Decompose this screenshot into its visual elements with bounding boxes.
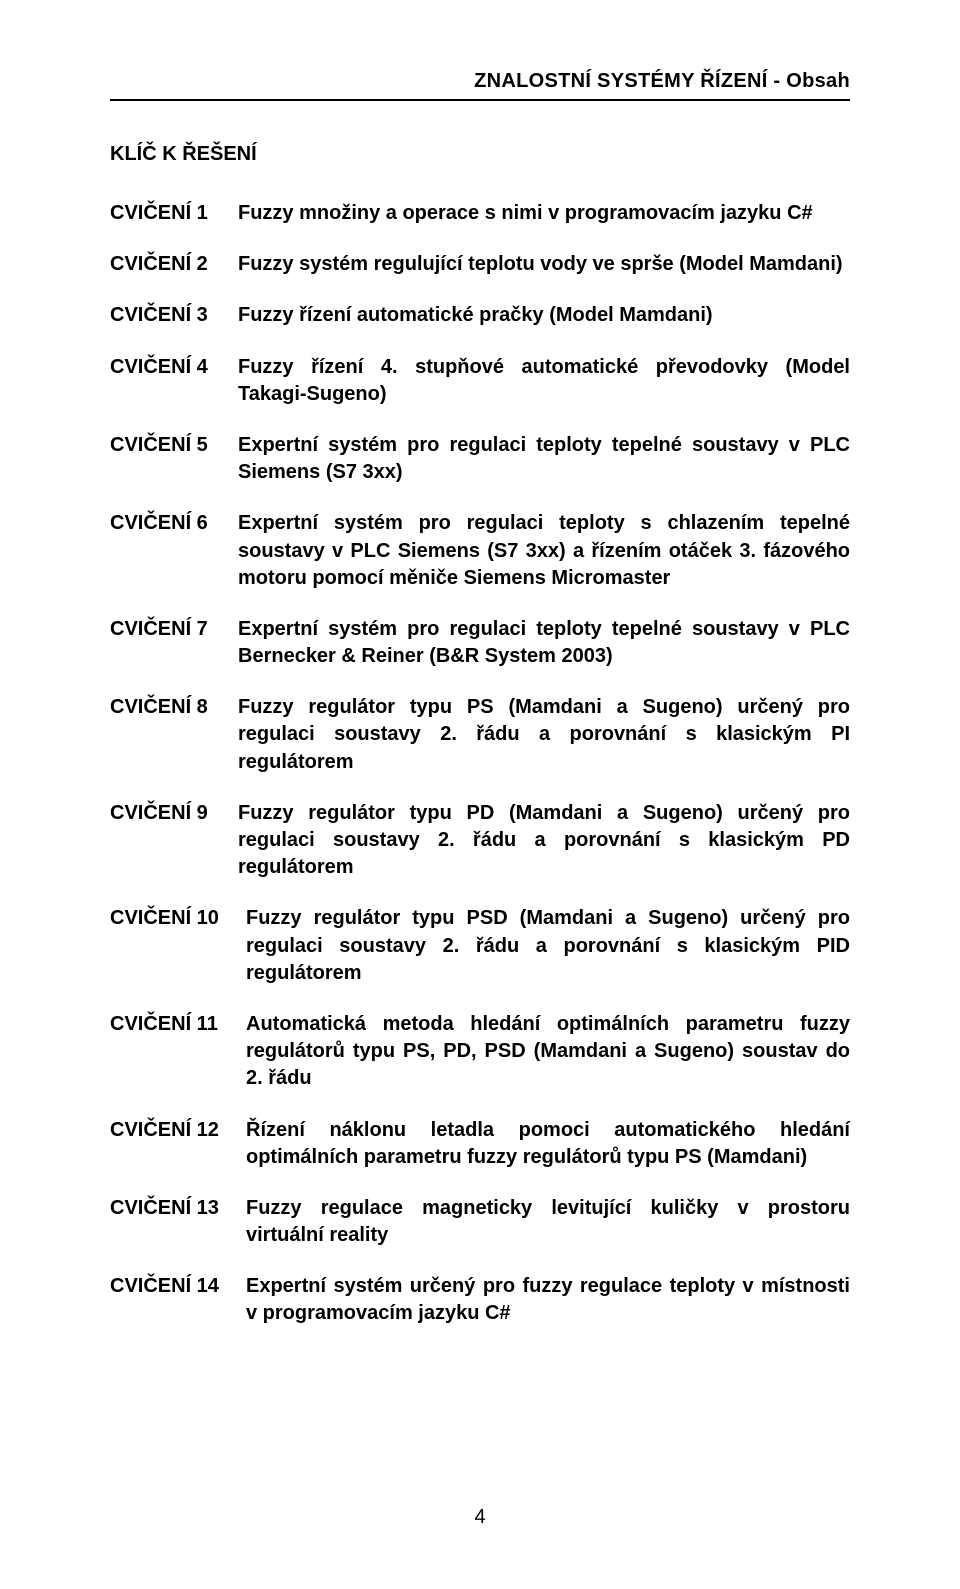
toc-entry-description: Fuzzy regulace magneticky levitující kul… <box>246 1195 850 1249</box>
toc-entry-description: Fuzzy množiny a operace s nimi v program… <box>238 200 850 227</box>
toc-entry-description: Fuzzy regulátor typu PD (Mamdani a Sugen… <box>238 800 850 882</box>
toc-entry-description: Řízení náklonu letadla pomoci automatick… <box>246 1117 850 1171</box>
toc-entry: CVIČENÍ 11Automatická metoda hledání opt… <box>110 1011 850 1093</box>
toc-entry-label: CVIČENÍ 12 <box>110 1117 246 1144</box>
toc-entry: CVIČENÍ 6Expertní systém pro regulaci te… <box>110 510 850 592</box>
toc-entry-label: CVIČENÍ 5 <box>110 432 238 459</box>
toc-entry-label: CVIČENÍ 8 <box>110 694 238 721</box>
running-header: ZNALOSTNÍ SYSTÉMY ŘÍZENÍ - Obsah <box>110 70 850 93</box>
toc-entry: CVIČENÍ 9Fuzzy regulátor typu PD (Mamdan… <box>110 800 850 882</box>
toc-entry-label: CVIČENÍ 9 <box>110 800 238 827</box>
toc-entry: CVIČENÍ 3Fuzzy řízení automatické pračky… <box>110 302 850 329</box>
toc-entry: CVIČENÍ 13Fuzzy regulace magneticky levi… <box>110 1195 850 1249</box>
toc-entry-label: CVIČENÍ 3 <box>110 302 238 329</box>
toc-entry-description: Expertní systém pro regulaci teploty s c… <box>238 510 850 592</box>
toc-entry: CVIČENÍ 1Fuzzy množiny a operace s nimi … <box>110 200 850 227</box>
toc-entry-label: CVIČENÍ 7 <box>110 616 238 643</box>
page-header: ZNALOSTNÍ SYSTÉMY ŘÍZENÍ - Obsah <box>110 70 850 101</box>
toc-entry-label: CVIČENÍ 1 <box>110 200 238 227</box>
toc-entry-description: Expertní systém pro regulaci teploty tep… <box>238 616 850 670</box>
toc-entry: CVIČENÍ 2Fuzzy systém regulující teplotu… <box>110 251 850 278</box>
page-number: 4 <box>0 1506 960 1529</box>
toc-entry-label: CVIČENÍ 2 <box>110 251 238 278</box>
toc-entry-description: Fuzzy regulátor typu PSD (Mamdani a Suge… <box>246 905 850 987</box>
toc-entry-description: Fuzzy systém regulující teplotu vody ve … <box>238 251 850 278</box>
document-page: ZNALOSTNÍ SYSTÉMY ŘÍZENÍ - Obsah KLÍČ K … <box>0 0 960 1589</box>
toc-entry-description: Automatická metoda hledání optimálních p… <box>246 1011 850 1093</box>
toc-entry-label: CVIČENÍ 4 <box>110 354 238 381</box>
toc-entry: CVIČENÍ 10Fuzzy regulátor typu PSD (Mamd… <box>110 905 850 987</box>
toc-entry: CVIČENÍ 8Fuzzy regulátor typu PS (Mamdan… <box>110 694 850 776</box>
section-heading: KLÍČ K ŘEŠENÍ <box>110 143 850 166</box>
toc-entry-description: Expertní systém určený pro fuzzy regulac… <box>246 1273 850 1327</box>
toc-entry: CVIČENÍ 14Expertní systém určený pro fuz… <box>110 1273 850 1327</box>
toc-entry-label: CVIČENÍ 13 <box>110 1195 246 1222</box>
toc-entry-description: Fuzzy řízení 4. stupňové automatické pře… <box>238 354 850 408</box>
toc-entry-label: CVIČENÍ 11 <box>110 1011 246 1038</box>
toc-entry: CVIČENÍ 4Fuzzy řízení 4. stupňové automa… <box>110 354 850 408</box>
entries-list: CVIČENÍ 1Fuzzy množiny a operace s nimi … <box>110 200 850 1352</box>
toc-entry: CVIČENÍ 7Expertní systém pro regulaci te… <box>110 616 850 670</box>
header-rule <box>110 99 850 101</box>
toc-entry-description: Fuzzy řízení automatické pračky (Model M… <box>238 302 850 329</box>
toc-entry: CVIČENÍ 12Řízení náklonu letadla pomoci … <box>110 1117 850 1171</box>
toc-entry-label: CVIČENÍ 6 <box>110 510 238 537</box>
toc-entry-label: CVIČENÍ 14 <box>110 1273 246 1300</box>
toc-entry-description: Expertní systém pro regulaci teploty tep… <box>238 432 850 486</box>
toc-entry: CVIČENÍ 5Expertní systém pro regulaci te… <box>110 432 850 486</box>
toc-entry-label: CVIČENÍ 10 <box>110 905 246 932</box>
toc-entry-description: Fuzzy regulátor typu PS (Mamdani a Sugen… <box>238 694 850 776</box>
